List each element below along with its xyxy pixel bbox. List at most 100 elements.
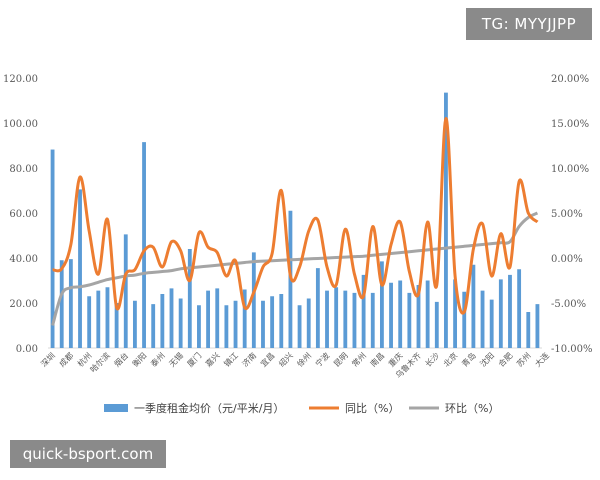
bar: [416, 285, 421, 348]
category-label: 长沙: [423, 350, 441, 368]
bar: [297, 305, 302, 348]
category-label: 青岛: [459, 350, 477, 368]
category-label: 无锡: [167, 351, 185, 369]
right-tick-label: -5.00%: [551, 299, 586, 310]
bar: [169, 288, 174, 349]
bar: [517, 269, 522, 348]
left-tick-label: 80.00: [9, 164, 38, 175]
bar: [261, 300, 265, 348]
bar-series: [50, 92, 540, 349]
bar: [352, 292, 357, 349]
right-tick-label: 10.00%: [551, 164, 589, 175]
bar: [160, 294, 165, 348]
bar: [306, 298, 311, 348]
bar: [489, 299, 494, 349]
category-label: 哈尔滨: [88, 350, 112, 374]
bar: [242, 289, 247, 348]
bar: [434, 301, 439, 349]
category-label: 嘉兴: [203, 350, 221, 368]
bar: [233, 300, 238, 348]
bar: [508, 274, 512, 349]
category-label: 宁波: [313, 350, 331, 368]
bar: [315, 268, 320, 349]
qoq-line: [51, 211, 539, 326]
category-label: 苏州: [514, 350, 532, 368]
category-label: 南昌: [368, 350, 386, 368]
bar: [389, 282, 393, 348]
right-axis-ticks: -10.00% -5.00% 0.00% 5.00% 10.00% 15.00% 20.00…: [551, 74, 593, 355]
bar: [96, 290, 101, 349]
legend: 一季度租金均价（元/平米/月） 同比（%） 环比（%）: [104, 401, 499, 415]
bar: [59, 260, 64, 348]
category-label: 沈阳: [478, 350, 496, 368]
category-label: 昆明: [332, 351, 350, 369]
right-tick-label: 15.00%: [551, 119, 589, 130]
category-label: 合肥: [496, 350, 514, 368]
bar: [526, 312, 531, 348]
bar: [132, 300, 137, 348]
left-axis-ticks: 0.00 20.00 40.00 60.00 80.00 100.00 120.00: [3, 74, 38, 355]
bar: [370, 292, 375, 349]
bar: [361, 274, 366, 349]
bar: [224, 305, 229, 348]
bar: [142, 142, 146, 349]
bar: [453, 279, 458, 349]
left-tick-label: 20.00: [9, 299, 38, 310]
bar: [187, 249, 192, 348]
category-label: 成都: [57, 350, 75, 368]
left-tick-label: 100.00: [3, 119, 38, 130]
legend-label-bar: 一季度租金均价（元/平米/月）: [134, 401, 284, 415]
category-labels: 深圳 成都 杭州哈尔滨 烟台 衡阳 泰州 无锡 厦门 嘉兴 镇江 济南 宜昌 绍兴 徐州 宁波 昆明 常州 南昌重…: [39, 350, 551, 380]
bar: [178, 298, 183, 348]
watermark-bottom-left: quick-bsport.com: [10, 440, 166, 468]
bar: [78, 189, 82, 349]
category-label: 深圳: [39, 350, 57, 368]
bar: [151, 304, 156, 349]
category-label: 济南: [240, 350, 258, 368]
category-label: 绍兴: [276, 350, 294, 368]
bar: [398, 280, 403, 348]
bar: [105, 287, 110, 348]
yoy-line: [52, 116, 539, 315]
bar: [379, 261, 384, 349]
bar: [343, 290, 348, 349]
bar: [197, 305, 201, 348]
bar: [462, 291, 467, 348]
right-tick-label: -10.00%: [551, 344, 593, 355]
legend-swatch-bar: [104, 404, 128, 412]
bar: [535, 304, 540, 349]
legend-label-yoy: 同比（%）: [345, 402, 399, 415]
bar: [206, 290, 211, 349]
bar: [251, 252, 256, 349]
bar: [50, 149, 55, 348]
bar: [444, 92, 448, 349]
bar: [425, 280, 430, 348]
category-label: 镇江: [222, 350, 240, 368]
bar: [279, 294, 284, 348]
bar: [68, 259, 73, 349]
bar: [215, 288, 220, 349]
bar: [325, 290, 329, 349]
bar: [114, 303, 119, 348]
left-tick-label: 60.00: [9, 209, 38, 220]
right-tick-label: 0.00%: [551, 254, 583, 265]
watermark-top-right: TG: MYYJJPP: [466, 8, 592, 40]
bar: [471, 264, 476, 348]
right-tick-label: 5.00%: [551, 209, 583, 220]
category-label: 衡阳: [130, 350, 148, 368]
category-label: 大连: [533, 350, 551, 368]
bar: [480, 290, 485, 349]
category-label: 北京: [441, 350, 459, 368]
category-label: 常州: [350, 351, 368, 369]
legend-label-qoq: 环比（%）: [445, 402, 499, 415]
left-tick-label: 0.00: [16, 344, 38, 355]
category-label: 徐州: [295, 350, 313, 368]
left-tick-label: 120.00: [3, 74, 38, 85]
bar: [270, 296, 275, 348]
category-label: 宜昌: [258, 350, 276, 368]
right-tick-label: 20.00%: [551, 74, 589, 85]
bar: [123, 234, 128, 349]
category-label: 厦门: [185, 350, 203, 368]
bar: [498, 279, 503, 349]
